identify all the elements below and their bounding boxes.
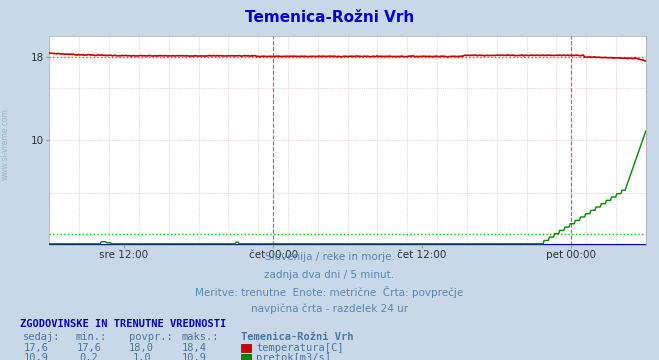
Text: 18,4: 18,4 <box>182 343 207 353</box>
Text: 17,6: 17,6 <box>76 343 101 353</box>
Text: Temenica-Rožni Vrh: Temenica-Rožni Vrh <box>245 10 414 25</box>
Text: 17,6: 17,6 <box>24 343 49 353</box>
Text: ZGODOVINSKE IN TRENUTNE VREDNOSTI: ZGODOVINSKE IN TRENUTNE VREDNOSTI <box>20 319 226 329</box>
Text: Temenica-Rožni Vrh: Temenica-Rožni Vrh <box>241 332 353 342</box>
Text: 0,2: 0,2 <box>80 353 98 360</box>
Text: min.:: min.: <box>76 332 107 342</box>
Text: povpr.:: povpr.: <box>129 332 172 342</box>
Text: zadnja dva dni / 5 minut.: zadnja dva dni / 5 minut. <box>264 270 395 280</box>
Text: maks.:: maks.: <box>181 332 219 342</box>
Text: Meritve: trenutne  Enote: metrične  Črta: povprečje: Meritve: trenutne Enote: metrične Črta: … <box>195 286 464 298</box>
Text: www.si-vreme.com: www.si-vreme.com <box>1 108 10 180</box>
Text: 10,9: 10,9 <box>182 353 207 360</box>
Text: temperatura[C]: temperatura[C] <box>256 343 344 353</box>
Text: pretok[m3/s]: pretok[m3/s] <box>256 353 331 360</box>
Text: 1,0: 1,0 <box>132 353 151 360</box>
Text: 10,9: 10,9 <box>24 353 49 360</box>
Text: navpična črta - razdelek 24 ur: navpična črta - razdelek 24 ur <box>251 304 408 315</box>
Text: 18,0: 18,0 <box>129 343 154 353</box>
Text: Slovenija / reke in morje.: Slovenija / reke in morje. <box>264 252 395 262</box>
Text: sedaj:: sedaj: <box>23 332 61 342</box>
